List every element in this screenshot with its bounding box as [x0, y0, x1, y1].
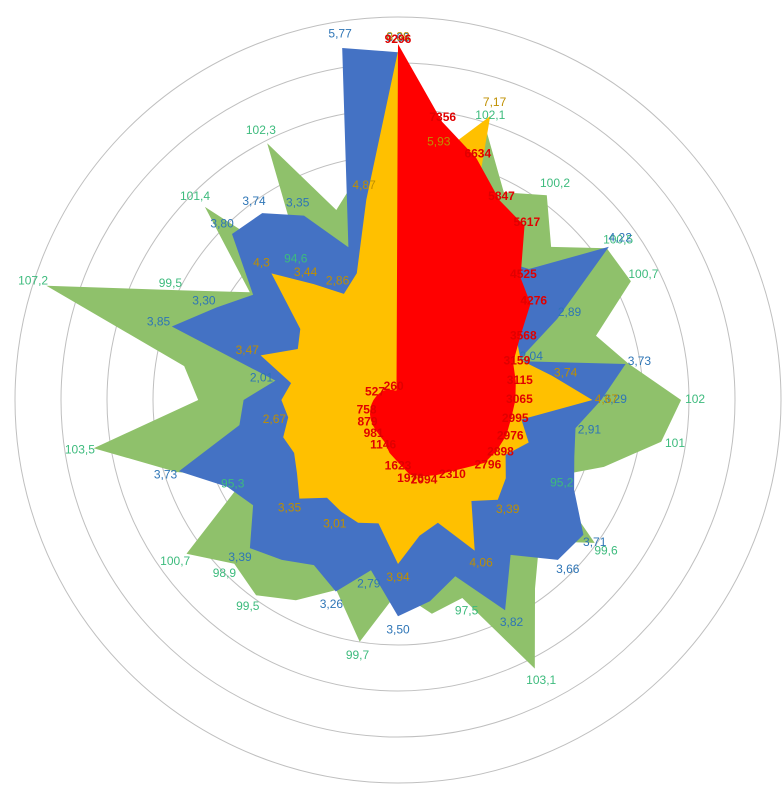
- data-label: 99,5: [159, 276, 183, 290]
- ring: [14, 16, 782, 784]
- data-label: 758: [357, 402, 377, 416]
- data-label: 981: [364, 426, 384, 440]
- data-label: 5,63: [386, 30, 410, 44]
- data-label: 8,38: [386, 29, 410, 43]
- data-label: 6634: [464, 147, 491, 161]
- data-label: 3,30: [192, 293, 216, 307]
- series-area: [370, 44, 531, 477]
- data-label: 3,85: [147, 314, 171, 328]
- data-label: 2,04: [520, 349, 544, 363]
- data-label: 4276: [520, 294, 547, 308]
- data-label: 3,39: [228, 550, 252, 564]
- data-label: 99,6: [594, 543, 618, 557]
- data-label: 102: [685, 392, 705, 406]
- data-label: 2,91: [578, 422, 602, 436]
- data-label: 103,5: [65, 443, 95, 457]
- data-label: 3,94: [386, 570, 410, 584]
- data-label: 101,4: [180, 189, 210, 203]
- data-label: 5847: [488, 189, 515, 203]
- data-label: 5,93: [427, 134, 451, 148]
- data-label: 3,71: [583, 535, 607, 549]
- data-label: 103,1: [526, 673, 556, 687]
- data-label: 4,06: [469, 555, 493, 569]
- data-label: 95,2: [550, 476, 574, 490]
- data-label: 3,80: [210, 216, 234, 230]
- data-label: 97,5: [455, 603, 479, 617]
- data-label: 99,5: [236, 599, 260, 613]
- data-label: 7,17: [483, 95, 507, 109]
- data-label: 102,3: [246, 123, 276, 137]
- data-label: 3159: [504, 354, 531, 368]
- data-label: 2,89: [558, 305, 582, 319]
- data-label: 102,1: [475, 108, 505, 122]
- data-label: 100,2: [540, 176, 570, 190]
- data-label: 4,22: [609, 231, 633, 245]
- data-label: 2,86: [326, 274, 350, 288]
- data-label: 3,29: [604, 392, 628, 406]
- data-label: 3,35: [286, 195, 310, 209]
- data-label: 3,82: [500, 615, 524, 629]
- data-label: 3,35: [278, 501, 302, 515]
- data-label: 94,6: [284, 251, 308, 265]
- data-label: 3,39: [496, 502, 520, 516]
- data-label: 879: [357, 414, 377, 428]
- data-label: 1976: [397, 471, 424, 485]
- data-label: 98,9: [213, 566, 237, 580]
- data-label: 2,01: [250, 371, 274, 385]
- data-label: 3,66: [556, 562, 580, 576]
- data-label: 2976: [497, 429, 524, 443]
- data-label: 3115: [507, 373, 533, 387]
- data-label: 5617: [513, 215, 540, 229]
- data-label: 1623: [385, 458, 412, 472]
- data-label: 3,74: [242, 194, 266, 208]
- data-label: 3,73: [154, 468, 178, 482]
- data-label: 3,01: [323, 516, 347, 530]
- data-label: 4,87: [352, 178, 376, 192]
- data-label: 2796: [475, 457, 502, 471]
- data-label: 2310: [439, 467, 466, 481]
- data-label: 4525: [510, 267, 537, 281]
- data-label: 3,73: [628, 354, 652, 368]
- data-label: 100,7: [628, 267, 658, 281]
- data-label: 4,67: [595, 392, 619, 406]
- data-label: 2995: [502, 411, 529, 425]
- data-label: 3,74: [554, 366, 578, 380]
- data-label: 3568: [510, 328, 537, 342]
- data-label: 100,5: [603, 232, 633, 246]
- data-label: 5,77: [328, 26, 352, 40]
- data-label: 3,47: [236, 343, 260, 357]
- data-label: 9296: [385, 32, 412, 46]
- data-label: 107,2: [18, 274, 48, 288]
- data-label: 3065: [506, 392, 533, 406]
- data-label: 260: [384, 379, 404, 393]
- data-label: 3,44: [294, 265, 318, 279]
- data-label: 100,7: [160, 554, 190, 568]
- data-label: 2898: [487, 444, 514, 458]
- data-label: 2,79: [357, 576, 381, 590]
- data-label: 1146: [370, 438, 396, 452]
- data-label: 4,3: [253, 256, 270, 270]
- data-label: 101: [665, 436, 685, 450]
- data-label: 2094: [411, 472, 438, 486]
- data-label: 95,3: [221, 476, 245, 490]
- data-label: 99,7: [346, 648, 370, 662]
- data-label: 3,50: [386, 622, 410, 636]
- data-label: 7356: [429, 110, 456, 124]
- data-label: 2,67: [263, 412, 287, 426]
- data-label: 3,26: [320, 597, 344, 611]
- data-label: 527: [365, 385, 385, 399]
